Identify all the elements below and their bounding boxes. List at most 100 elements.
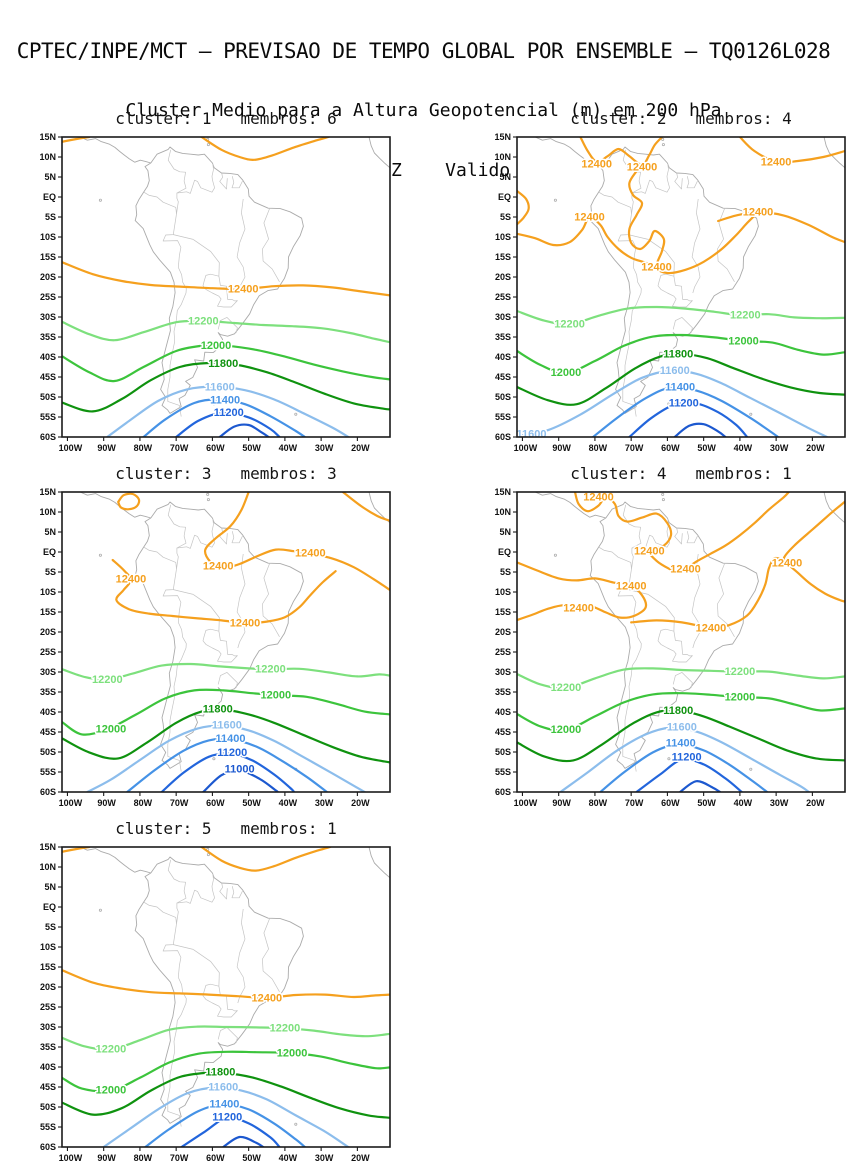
lat-tick-label: 35S xyxy=(40,1042,56,1052)
island xyxy=(212,402,216,406)
lon-tick-label: 90W xyxy=(97,1153,116,1163)
lat-tick-label: 40S xyxy=(40,1062,56,1072)
island xyxy=(667,402,671,406)
country-border xyxy=(231,176,243,189)
contour-map-cluster-3: 12400 12400 12400 12400 12200 12200 12000 12000… xyxy=(39,487,391,808)
contour-line-11800 xyxy=(62,708,390,764)
lon-tick-label: 30W xyxy=(770,798,789,808)
lon-tick-label: 90W xyxy=(97,798,116,808)
lat-tick-label: 5N xyxy=(44,882,56,892)
contour-line-12400 xyxy=(630,556,787,630)
lat-tick-label: 40S xyxy=(495,352,511,362)
contour-line-12400 xyxy=(62,969,390,999)
country-border xyxy=(236,198,246,294)
lat-tick-label: 25S xyxy=(40,1002,56,1012)
map-frame xyxy=(61,136,391,438)
island xyxy=(661,143,665,147)
lat-tick-label: 55S xyxy=(40,412,56,422)
contour-label: 12400 xyxy=(634,545,665,557)
lon-tick-label: 100W xyxy=(59,798,83,808)
island xyxy=(553,553,557,557)
contour-line-11800 xyxy=(517,708,845,763)
country-border xyxy=(176,163,215,194)
panel-title: cluster: 3 membros: 3 xyxy=(115,464,337,483)
lat-tick-label: 35S xyxy=(40,332,56,342)
island xyxy=(212,1112,216,1116)
island xyxy=(667,757,671,761)
lon-tick-label: 40W xyxy=(734,443,753,453)
island xyxy=(98,908,102,912)
contour-label: 12400 xyxy=(641,262,672,274)
lat-tick-label: 10S xyxy=(495,587,511,597)
contour-line-11400 xyxy=(599,743,769,792)
lon-tick-label: 80W xyxy=(589,443,608,453)
panel-title: cluster: 5 membros: 1 xyxy=(115,819,337,838)
lon-tick-label: 100W xyxy=(59,443,83,453)
coastline xyxy=(134,501,304,769)
country-border xyxy=(173,944,194,950)
lat-tick-label: 15S xyxy=(40,252,56,262)
lon-tick-label: 80W xyxy=(589,798,608,808)
lat-tick-label: EQ xyxy=(43,547,56,557)
map-frame xyxy=(516,136,846,438)
map-frame xyxy=(61,846,391,1148)
country-border xyxy=(231,886,243,899)
lon-tick-label: 20W xyxy=(351,1153,370,1163)
lon-tick-label: 60W xyxy=(206,443,225,453)
contour-label: 12000 xyxy=(551,367,582,379)
lat-tick-label: 20S xyxy=(40,272,56,282)
lat-tick-label: 5N xyxy=(499,172,511,182)
contour-label: 11600 xyxy=(660,365,690,377)
contour-line-12200 xyxy=(62,662,390,681)
contour-line-12400 xyxy=(579,137,664,167)
island xyxy=(98,198,102,202)
country-border xyxy=(176,518,215,549)
contour-line-11200 xyxy=(175,411,281,437)
country-border xyxy=(717,563,735,637)
contour-line-12400 xyxy=(117,492,141,511)
lat-tick-label: 35S xyxy=(40,687,56,697)
contour-label: 12400 xyxy=(230,618,261,630)
contour-map-cluster-2: 12400 12400 12400 12400 12400 12400 12200 12200… xyxy=(494,132,846,453)
lat-tick-label: 30S xyxy=(495,667,511,677)
contour-label: 12000 xyxy=(728,336,759,348)
lat-tick-label: 45S xyxy=(40,372,56,382)
country-border xyxy=(262,208,280,282)
lat-tick-label: 35S xyxy=(495,332,511,342)
contour-label: 12400 xyxy=(581,158,612,170)
contour-label: 12400 xyxy=(743,207,774,219)
contour-line-12400 xyxy=(200,137,330,161)
lon-tick-label: 20W xyxy=(351,443,370,453)
lat-tick-label: 55S xyxy=(495,767,511,777)
country-border xyxy=(598,546,637,623)
contour-label: 12200 xyxy=(255,664,286,676)
contour-label: 12400 xyxy=(203,561,234,573)
cluster-panel-1: cluster: 1 membros: 6 12400 12200 12000 118… xyxy=(22,106,422,462)
island xyxy=(206,492,210,496)
country-border xyxy=(262,563,280,637)
country-border xyxy=(262,918,280,992)
country-border xyxy=(631,518,670,549)
contour-label: 11600 xyxy=(205,382,235,394)
lat-tick-label: 30S xyxy=(40,1022,56,1032)
contour-label: 12200 xyxy=(96,1044,127,1056)
lat-tick-label: 30S xyxy=(40,667,56,677)
lat-tick-label: 15S xyxy=(495,607,511,617)
contour-line-12400 xyxy=(717,211,845,244)
contour-label: 11800 xyxy=(208,358,238,370)
lon-tick-label: 20W xyxy=(806,443,825,453)
island xyxy=(661,498,665,502)
contour-label: 11200 xyxy=(214,407,244,419)
island xyxy=(749,767,753,771)
lat-tick-label: 55S xyxy=(40,767,56,777)
country-border xyxy=(236,553,246,649)
lat-tick-label: 60S xyxy=(495,432,511,442)
island xyxy=(206,498,210,502)
lon-tick-label: 30W xyxy=(315,798,334,808)
contour-label: 12400 xyxy=(670,564,701,576)
lat-tick-label: 15S xyxy=(495,252,511,262)
panel-title: cluster: 4 membros: 1 xyxy=(570,464,792,483)
contour-label: 11800 xyxy=(663,705,693,717)
lon-tick-label: 40W xyxy=(734,798,753,808)
lat-tick-label: 10S xyxy=(40,232,56,242)
